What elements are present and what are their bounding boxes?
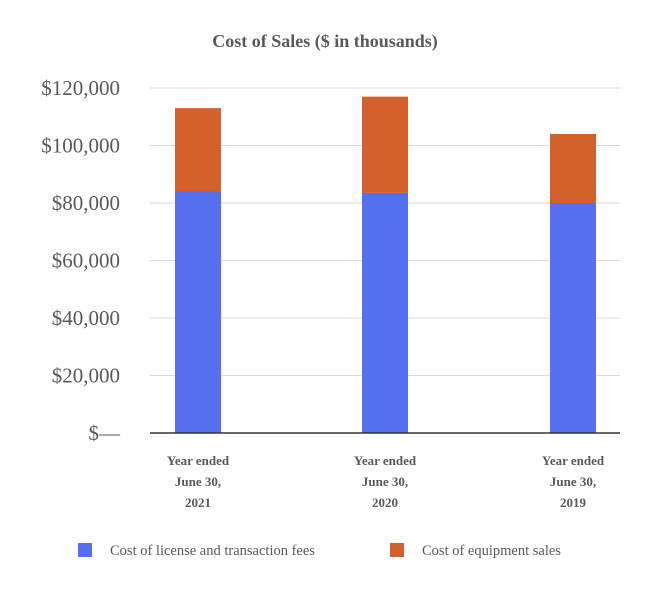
x-tick-label-line: 2021 (185, 495, 211, 510)
x-tick-label-line: Year ended (354, 453, 417, 468)
y-tick-label: $80,000 (52, 191, 120, 215)
x-tick-label: Year ended June 30, 2021 (167, 453, 230, 510)
y-tick-label: $20,000 (52, 364, 120, 388)
x-tick-label: Year ended June 30, 2019 (542, 453, 605, 510)
x-axis-tick-labels: Year ended June 30, 2021 Year ended June 30,… (167, 453, 605, 510)
bar-license-fees-1 (362, 192, 408, 433)
bar-equipment-sales-0 (175, 108, 221, 192)
legend-item: Cost of equipment sales (390, 543, 561, 559)
legend-label: Cost of equipment sales (422, 543, 561, 559)
y-tick-label: $60,000 (52, 249, 120, 273)
x-tick-label: Year ended June 30, 2020 (354, 453, 417, 510)
x-tick-label-line: Year ended (167, 453, 230, 468)
x-tick-label-line: June 30, (550, 474, 596, 489)
y-tick-label: $— (89, 421, 122, 445)
x-tick-label-line: June 30, (175, 474, 221, 489)
x-tick-label-line: 2020 (372, 495, 398, 510)
bar-license-fees-2 (550, 203, 596, 433)
legend-swatch (78, 543, 92, 557)
chart-title: Cost of Sales ($ in thousands) (212, 31, 438, 52)
bar-equipment-sales-1 (362, 96, 408, 193)
x-tick-label-line: Year ended (542, 453, 605, 468)
legend-item: Cost of license and transaction fees (78, 543, 315, 559)
y-tick-label: $100,000 (41, 134, 120, 158)
bars (175, 96, 596, 433)
legend: Cost of license and transaction fees Cost… (78, 543, 561, 559)
bar-license-fees-0 (175, 191, 221, 433)
x-tick-label-line: June 30, (362, 474, 408, 489)
legend-swatch (390, 543, 404, 557)
y-tick-label: $120,000 (41, 76, 120, 100)
bar-equipment-sales-2 (550, 134, 596, 203)
x-tick-label-line: 2019 (560, 495, 587, 510)
legend-label: Cost of license and transaction fees (110, 543, 315, 559)
y-axis-tick-labels: $— $20,000 $40,000 $60,000 $80,000 $100,000 $1… (41, 76, 121, 445)
y-tick-label: $40,000 (52, 306, 120, 330)
